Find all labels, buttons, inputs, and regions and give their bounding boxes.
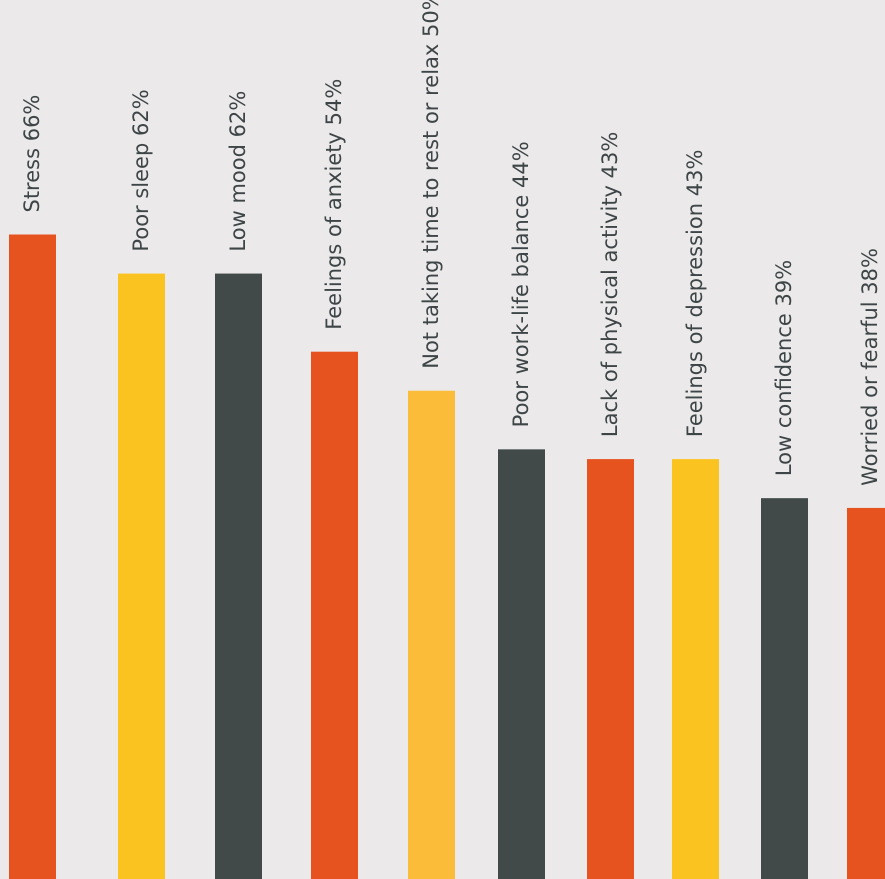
bar-label-6: Poor work-life balance 44% [509,141,533,427]
bar-group [9,234,885,879]
bar-label-10: Worried or fearful 38% [858,248,882,486]
bar-label-2: Poor sleep 62% [129,89,153,251]
bar-label-4: Feelings of anxiety 54% [322,79,346,330]
bar-label-9: Low confidence 39% [772,260,796,476]
bar-8 [672,459,719,879]
bar-2 [118,273,165,879]
bar-7 [587,459,634,879]
bar-6 [498,449,545,879]
bar-label-3: Low mood 62% [226,91,250,252]
bar-label-5: Not taking time to rest or relax 50% [419,0,443,369]
bar-label-7: Lack of physical activity 43% [598,132,622,437]
bar-3 [215,273,262,879]
label-group: Stress 66% Poor sleep 62% Low mood 62% Feel… [20,0,882,486]
bar-label-1: Stress 66% [20,95,44,213]
bar-4 [311,351,358,879]
bar-9 [761,498,808,879]
bar-label-8: Feelings of depression 43% [683,150,707,438]
bar-10 [847,507,885,879]
bar-1 [9,234,56,879]
bar-5 [408,390,455,879]
